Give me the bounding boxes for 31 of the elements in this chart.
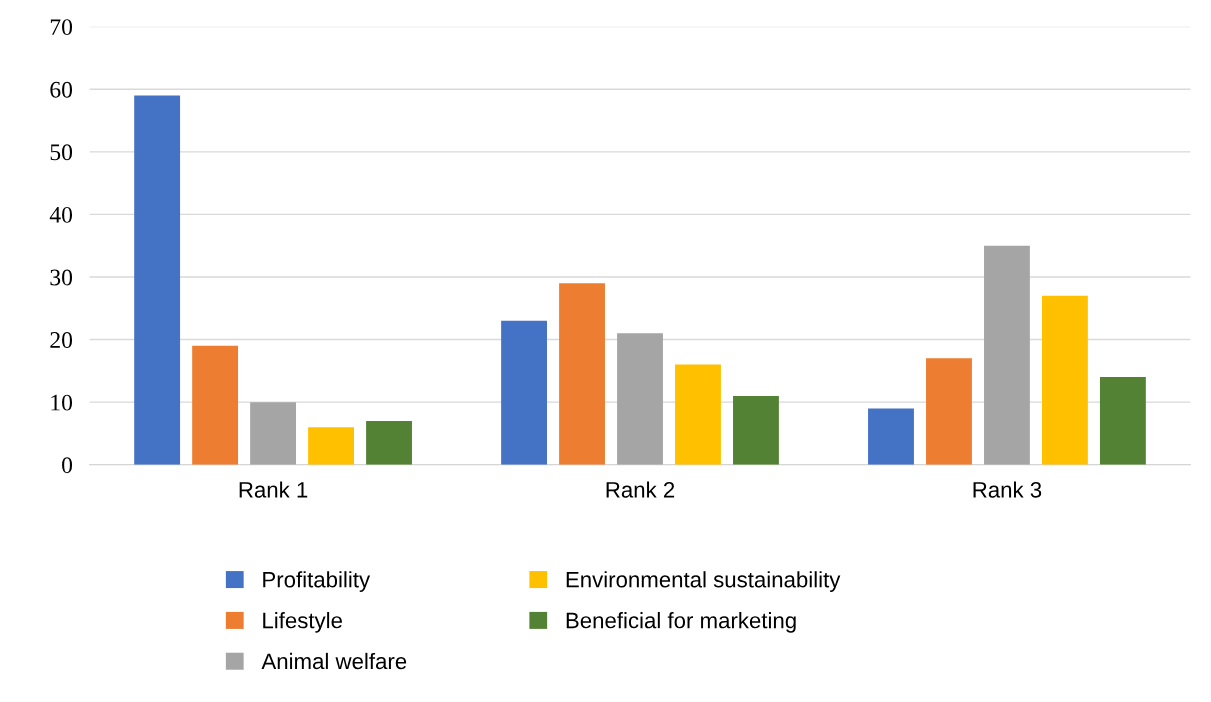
bar	[559, 283, 605, 465]
x-tick-label: Rank 1	[239, 481, 308, 498]
legend-label: Lifestyle	[263, 612, 342, 633]
y-tick-label: 20	[50, 332, 73, 348]
bar	[308, 427, 354, 465]
bar	[501, 320, 547, 465]
y-tick-label: 40	[49, 206, 73, 223]
y-tick-label: 70	[50, 19, 73, 36]
bar	[617, 333, 663, 465]
bar	[868, 408, 914, 465]
bar	[675, 364, 721, 465]
bar	[1099, 377, 1146, 465]
y-tick-label: 30	[50, 269, 73, 286]
legend-label: Environmental sustainability	[566, 571, 841, 592]
bar	[1041, 295, 1088, 465]
bar	[733, 395, 779, 465]
x-tick-label: Rank 3	[973, 481, 1042, 498]
y-tick-label: 0	[62, 457, 73, 474]
y-tick-label: 50	[50, 144, 73, 161]
legend-label: Animal welfare	[261, 652, 407, 670]
bar	[926, 358, 972, 465]
bar	[192, 345, 239, 465]
legend-label: Beneficial for marketing	[566, 612, 796, 633]
y-tick-label: 60	[50, 81, 73, 98]
bar	[134, 95, 181, 465]
bar	[250, 402, 297, 465]
x-tick-label: Rank 2	[606, 481, 675, 498]
bar	[984, 245, 1030, 465]
legend-label: Profitability	[263, 571, 371, 592]
bar	[366, 420, 412, 465]
y-tick-label: 10	[51, 394, 73, 411]
